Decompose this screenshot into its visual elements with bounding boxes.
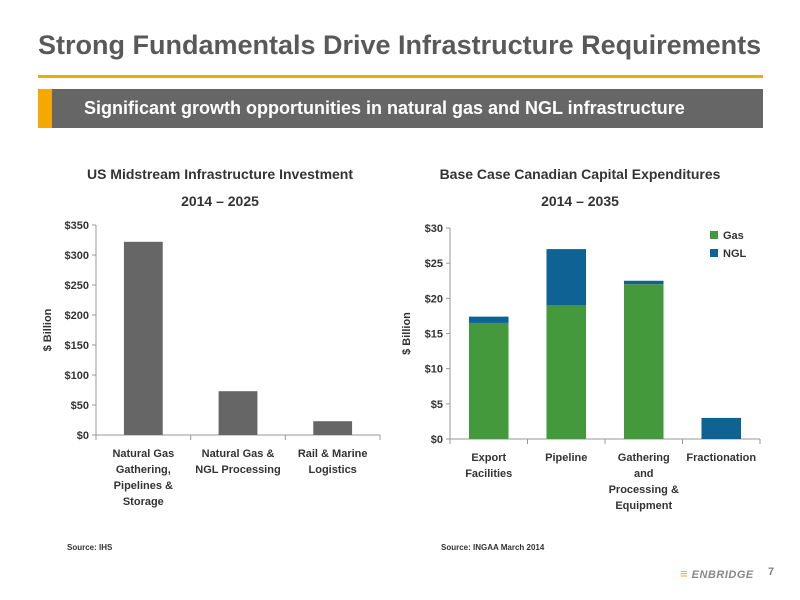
chart2-legend-label-gas: Gas <box>723 230 744 242</box>
chart1-y-tick-label: $0 <box>77 430 89 442</box>
chart1-bar <box>313 421 353 435</box>
chart2-bar-ngl <box>468 316 509 323</box>
chart1-y-tick-label: $200 <box>65 310 89 322</box>
chart1-category-label: NGL Processing <box>195 464 280 476</box>
chart2-y-tick-label: $25 <box>425 258 443 270</box>
chart1-category-label: Storage <box>123 496 164 508</box>
chart1-y-tick-label: $100 <box>65 370 89 382</box>
page-number: 7 <box>768 566 775 578</box>
chart2-bar-ngl <box>546 249 587 306</box>
chart2-category-label: Pipeline <box>545 452 587 464</box>
chart1-category-label: Gathering, <box>116 464 171 476</box>
slide-title: Strong Fundamentals Drive Infrastructure… <box>38 30 762 60</box>
chart2-y-tick-label: $30 <box>425 223 443 235</box>
title-underline <box>38 75 763 78</box>
chart2-bar-ngl <box>701 417 742 439</box>
chart2-bar-gas <box>623 284 664 439</box>
chart2-y-tick-label: $15 <box>425 329 443 341</box>
chart2-source: Source: INGAA March 2014 <box>441 543 545 552</box>
banner-text: Significant growth opportunities in natu… <box>84 98 685 118</box>
chart2-bar-ngl <box>623 280 664 285</box>
logo-text: ENBRIDGE <box>691 569 754 581</box>
chart2-subtitle: 2014 – 2035 <box>541 193 619 209</box>
chart2-category-label: Processing & <box>609 484 679 496</box>
chart1-category-label: Pipelines & <box>114 480 173 492</box>
chart2-y-axis-label: $ Billion <box>401 312 413 355</box>
chart2-legend-swatch-gas <box>710 231 718 239</box>
chart2-category-label: Gathering <box>618 452 670 464</box>
chart1-y-axis-label: $ Billion <box>42 308 54 351</box>
chart2-legend-swatch-ngl <box>710 249 718 257</box>
chart1-y-tick-label: $50 <box>71 400 89 412</box>
chart2-y-tick-label: $10 <box>425 364 443 376</box>
chart2-category-label: Equipment <box>615 500 672 512</box>
chart2-category-label: Fractionation <box>686 452 756 464</box>
banner-accent <box>38 89 52 128</box>
chart2-y-tick-label: $5 <box>431 399 443 411</box>
chart2-legend-label-ngl: NGL <box>723 248 747 260</box>
chart1-bar <box>123 241 163 435</box>
chart1-y-tick-label: $150 <box>65 340 89 352</box>
chart2-y-tick-label: $20 <box>425 293 443 305</box>
chart1-subtitle: 2014 – 2025 <box>181 193 259 209</box>
chart1-category-label: Natural Gas & <box>202 448 275 460</box>
chart1-category-label: Natural Gas <box>112 448 174 460</box>
chart1-bar <box>218 391 258 435</box>
chart2-category-label: Facilities <box>465 468 512 480</box>
chart1-y-tick-label: $350 <box>65 220 89 232</box>
chart2-y-tick-label: $0 <box>431 434 443 446</box>
chart2-bar-gas <box>546 305 587 439</box>
chart1-title: US Midstream Infrastructure Investment <box>86 166 354 182</box>
chart2-title: Base Case Canadian Capital Expenditures <box>439 166 721 182</box>
subtitle-banner: Significant growth opportunities in natu… <box>38 89 763 128</box>
chart2-category-label: and <box>634 468 654 480</box>
enbridge-e-icon: ≡ <box>680 566 689 581</box>
chart1-category-label: Logistics <box>309 464 357 476</box>
chart1-y-tick-label: $250 <box>65 280 89 292</box>
chart1-category-label: Rail & Marine <box>298 448 368 460</box>
chart2-bar-gas <box>468 322 509 439</box>
chart1-source: Source: IHS <box>67 543 113 552</box>
enbridge-logo: ≡ ENBRIDGE <box>680 566 754 581</box>
chart1-y-tick-label: $300 <box>65 250 89 262</box>
chart2-category-label: Export <box>471 452 506 464</box>
